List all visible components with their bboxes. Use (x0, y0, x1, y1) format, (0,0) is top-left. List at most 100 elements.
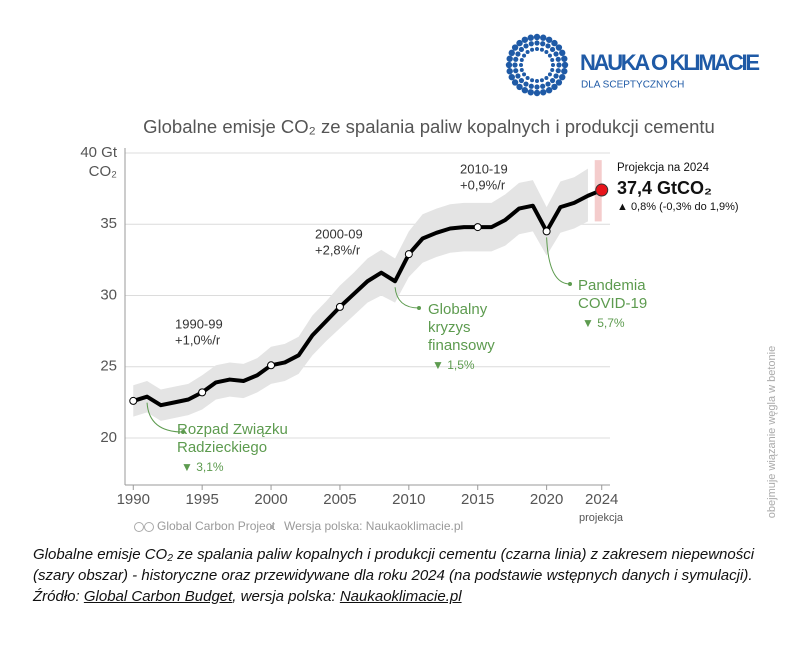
y-unit: CO₂ (89, 163, 118, 180)
logo-dot (511, 44, 519, 51)
annotation-text: Rozpad Związku (177, 421, 288, 438)
logo-dot (508, 73, 515, 81)
logo-dot (528, 41, 534, 47)
annotation-text: finansowy (428, 337, 495, 354)
logo-dot (521, 36, 529, 43)
x-tick-label: 1990 (117, 491, 150, 508)
logo-dot (523, 81, 529, 87)
logo-dot (519, 67, 524, 72)
logo-dot (544, 50, 549, 55)
annotation-dot (181, 430, 185, 434)
logo-dot (561, 68, 568, 75)
y-tick-label: 30 (100, 286, 117, 303)
logo-dot (533, 89, 541, 97)
logo-dot (528, 83, 534, 89)
annotation-text: Globalny (428, 301, 488, 318)
x-tick-label: 2020 (530, 491, 563, 508)
logo-dot (561, 55, 568, 62)
annotation-text: Radzieckiego (177, 439, 267, 456)
logo-dot (540, 83, 546, 89)
logo-dot (549, 46, 556, 53)
logo-dot (539, 78, 544, 83)
logo-dot (508, 49, 515, 57)
logo-dot (506, 68, 513, 75)
point-marker (542, 227, 551, 236)
caption-link[interactable]: Naukaoklimacie.pl (339, 588, 462, 605)
logo-dot (547, 72, 552, 77)
logo-dot (547, 53, 552, 58)
data-line (132, 188, 603, 408)
logo-dot (545, 43, 551, 49)
logo-dot (550, 67, 555, 72)
logo-dot (551, 39, 558, 47)
logo-dot (527, 89, 534, 96)
x-tick-label: 2024 (585, 491, 618, 508)
logo-dot (515, 51, 521, 57)
x-tick-label: 2015 (461, 491, 494, 508)
caption-text: , wersja polska: (232, 588, 340, 605)
point-marker (267, 361, 276, 370)
annotation-dot (417, 306, 421, 310)
annotation-text: 2010-19 (460, 161, 508, 176)
logo-dot (516, 83, 523, 91)
logo-dot (553, 51, 559, 57)
point-marker (129, 396, 138, 405)
logo-dot (519, 58, 524, 63)
point-marker (404, 250, 413, 259)
logo-tagline: DLA SCEPTYCZNYCH (581, 80, 684, 91)
annotation-text: +0,9%/r (460, 177, 506, 192)
logo-dot (530, 78, 535, 83)
logo-dot (559, 73, 566, 81)
logo-dot (540, 41, 546, 47)
logo-dot (523, 43, 529, 49)
chart-title: Globalne emisje CO₂ ze spalania paliw ko… (143, 116, 715, 137)
caption-link[interactable]: Global Carbon Budget (83, 588, 233, 605)
source: Global Carbon Project (157, 519, 276, 533)
x-tick-label: 2000 (254, 491, 287, 508)
side-note: obejmuje wiązanie węgla w betonie (766, 346, 778, 518)
logo-dot (545, 87, 553, 94)
caption-text: Globalne emisje CO₂ ze spalania paliw ko… (33, 546, 755, 605)
logo-dot (535, 47, 539, 51)
logo-dot (549, 77, 556, 84)
logo-dot (505, 61, 513, 69)
logo-dot (513, 56, 519, 62)
logo-dot (534, 84, 540, 90)
annotation-text: COVID-19 (578, 295, 647, 312)
logo-dot (551, 83, 558, 91)
logo-dot (515, 73, 521, 79)
by-icon (144, 522, 154, 532)
logo-dot (513, 68, 519, 74)
logo-dot (525, 50, 530, 55)
logo-dot (556, 62, 562, 68)
logo-dot (561, 61, 569, 69)
point-marker (473, 223, 482, 232)
x-tick-label: 2010 (392, 491, 425, 508)
logo-dot (551, 63, 555, 67)
annotation-text: 1990-99 (175, 316, 223, 331)
logo-dot (555, 44, 563, 51)
logo-dot (545, 36, 553, 43)
y-tick-label: 40 Gt (80, 144, 118, 161)
annotation-text: ▲ 0,8% (-0,3% do 1,9%) (617, 201, 739, 213)
logo-dot (512, 62, 518, 68)
cc-icon (134, 522, 144, 532)
x-tick-label: 1995 (185, 491, 218, 508)
projection-point (595, 183, 609, 197)
annotation-connector (546, 237, 571, 285)
annotation-text: ▼ 5,7% (582, 316, 625, 330)
chart: NAUKA O KLIMACIE DLA SCEPTYCZNYCH Global… (80, 33, 778, 533)
logo-dot (530, 47, 535, 52)
y-tick-label: 20 (100, 429, 117, 446)
logo-dot (555, 56, 561, 62)
logo-dot (555, 68, 561, 74)
annotation-text: ▼ 3,1% (181, 460, 224, 474)
logo-name: NAUKA O KLIMACIE (580, 50, 760, 75)
annotation-text: ▼ 1,5% (432, 358, 475, 372)
logo-dot (534, 40, 540, 46)
logo-dot (555, 79, 563, 86)
x-tick-label: 2005 (323, 491, 356, 508)
uncertainty-band (133, 168, 588, 421)
logo-dot (544, 75, 549, 80)
logo-dot (553, 73, 559, 79)
